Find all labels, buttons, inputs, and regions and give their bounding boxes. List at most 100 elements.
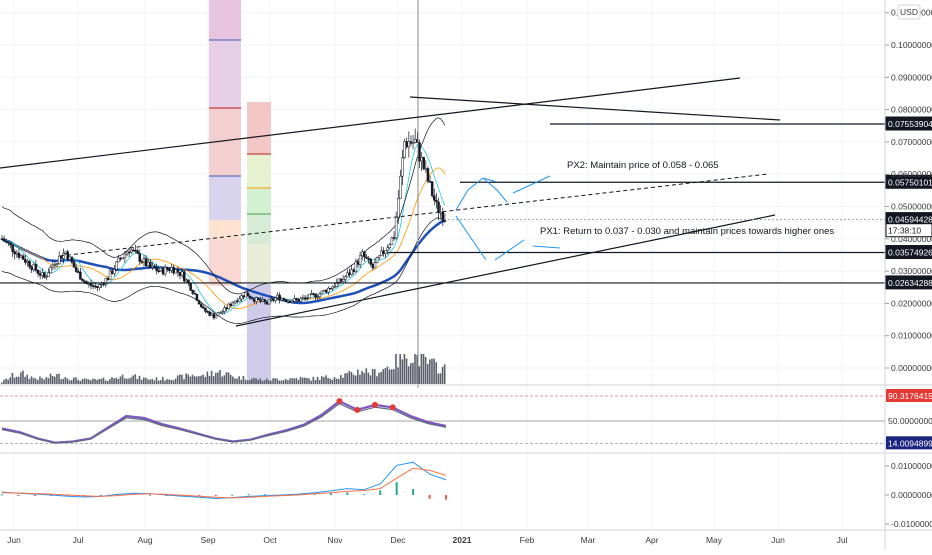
volume-bar — [172, 380, 175, 384]
candle-body — [96, 286, 99, 288]
candle-body — [441, 211, 445, 221]
price-tag-bg — [885, 174, 932, 189]
candle-body — [32, 263, 36, 270]
volume-bar — [32, 378, 35, 384]
volume-bar — [138, 375, 141, 384]
candle — [13, 249, 16, 260]
volume-bar — [43, 379, 45, 384]
volume-bar — [407, 366, 410, 384]
price-tick-label: 0.05000000 — [891, 202, 932, 212]
candle-body — [199, 303, 203, 308]
volume-bar — [308, 378, 310, 384]
candle-body — [193, 292, 197, 295]
candle-body — [428, 181, 432, 183]
candle — [223, 305, 226, 315]
candle-body — [418, 142, 421, 162]
volume-bar — [424, 356, 427, 384]
volume-bar — [166, 379, 168, 384]
volume-bar — [20, 372, 22, 384]
candle-body — [437, 201, 440, 213]
candle-body — [45, 276, 48, 278]
volume-bar — [278, 380, 281, 384]
volume-bar — [361, 370, 363, 384]
candle-body — [2, 238, 6, 242]
volume-bar — [306, 377, 308, 384]
currency-label: USD — [900, 7, 918, 17]
candle-body — [180, 271, 184, 276]
rsi-overbought-dot — [336, 398, 343, 405]
currency-badge[interactable]: USD — [897, 4, 921, 20]
rsi-pane[interactable]: 90.31764157 50.00000000 14.00948993 — [0, 389, 932, 450]
candle — [403, 138, 406, 159]
volume-bar — [331, 379, 334, 384]
volume-bar — [291, 378, 293, 384]
price-tag-label: 0.03574926 — [888, 248, 932, 258]
candle — [123, 250, 127, 263]
volume-bar — [39, 376, 41, 384]
candle-body — [64, 251, 67, 254]
volume-bar — [367, 372, 370, 384]
candle-body — [339, 278, 343, 282]
time-tick-label: Apr — [645, 535, 658, 545]
volume-bar — [215, 372, 217, 384]
candle-body — [407, 141, 411, 148]
volume-bar — [236, 378, 238, 384]
candle-body — [333, 286, 336, 288]
rsi-level-label: 14.00948993 — [888, 438, 932, 448]
candle — [149, 259, 152, 269]
candle-body — [157, 270, 161, 273]
volume-bar — [77, 379, 79, 384]
volume-bar — [142, 377, 145, 384]
candle-body — [227, 303, 230, 310]
volume-bar — [22, 370, 24, 384]
candle — [199, 301, 203, 309]
volume-bar — [318, 379, 321, 384]
volume-bar — [96, 379, 98, 384]
volume-bar — [401, 359, 404, 384]
macd-pane[interactable]: 0.01000000 0.00000000 -0.01000000 — [1, 461, 932, 529]
volume-bar — [219, 369, 221, 384]
candle — [295, 297, 298, 303]
macd-tick-label: -0.01000000 — [891, 519, 932, 529]
candle-body — [151, 265, 154, 268]
price-tag: 0.07553904 — [885, 116, 932, 131]
candle-body — [142, 258, 146, 263]
volume-bar — [109, 379, 111, 384]
candlesticks[interactable] — [0, 128, 447, 320]
candle-body — [204, 307, 207, 312]
volume-bar — [295, 378, 298, 384]
rsi-overbought-dot — [371, 401, 378, 408]
volume-bar — [170, 379, 173, 384]
volume-bar — [399, 354, 401, 384]
volume-bar — [268, 380, 270, 384]
candle-body — [117, 257, 120, 263]
macd-histogram-bar — [264, 494, 267, 496]
volume-bar — [147, 379, 149, 384]
horizontal-levels[interactable]: 0.075539040.057501010.0459442817:38:100.… — [0, 116, 932, 290]
candle — [399, 169, 402, 199]
candle-body — [278, 294, 281, 301]
candle-body — [195, 293, 199, 301]
candle — [197, 299, 201, 305]
candle-body — [405, 141, 408, 148]
candle-body — [335, 282, 339, 287]
volume-bar — [284, 379, 287, 384]
time-axis[interactable]: Jun Jul Aug Sep Oct Nov Dec 2021 Feb Mar Apr May Jun… — [7, 535, 847, 545]
volume-bar — [176, 375, 179, 384]
volume-bar — [45, 377, 48, 384]
volume-bar — [111, 377, 113, 384]
candle — [284, 299, 288, 303]
candle-body — [81, 279, 84, 282]
candle — [98, 282, 101, 291]
trendlines[interactable] — [0, 77, 781, 327]
candle — [36, 269, 40, 278]
candle-body — [4, 241, 8, 243]
volume-bar — [102, 377, 105, 384]
macd-histogram-bar — [231, 494, 234, 496]
volume-bar — [282, 380, 285, 384]
candle-body — [286, 300, 290, 303]
candle — [327, 286, 330, 296]
macd-histogram-bar — [66, 495, 69, 497]
